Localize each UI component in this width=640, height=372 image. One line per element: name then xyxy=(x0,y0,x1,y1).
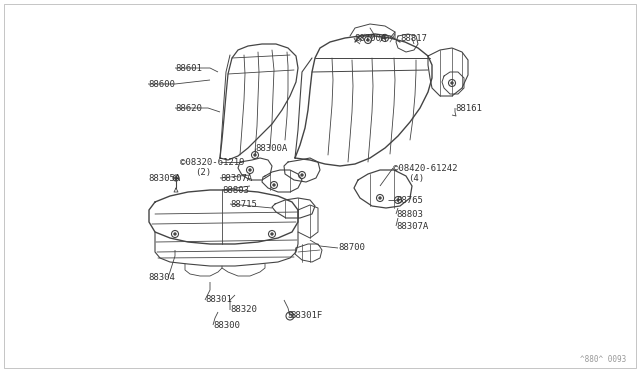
Circle shape xyxy=(301,174,303,176)
Circle shape xyxy=(451,82,453,84)
Text: 88817: 88817 xyxy=(400,33,427,42)
Circle shape xyxy=(379,197,381,199)
Text: 88803: 88803 xyxy=(396,209,423,218)
Text: 88320: 88320 xyxy=(230,305,257,314)
Circle shape xyxy=(397,199,399,201)
Text: 88305A: 88305A xyxy=(148,173,180,183)
Text: 88301F: 88301F xyxy=(290,311,323,321)
Text: (2): (2) xyxy=(195,167,211,176)
Circle shape xyxy=(384,37,386,39)
Text: 88300: 88300 xyxy=(213,321,240,330)
Text: S: S xyxy=(287,311,292,321)
Circle shape xyxy=(271,233,273,235)
Circle shape xyxy=(174,233,176,235)
Text: (4): (4) xyxy=(408,173,424,183)
Text: 88301: 88301 xyxy=(205,295,232,305)
Text: 88300A: 88300A xyxy=(255,144,287,153)
Text: 88620: 88620 xyxy=(175,103,202,112)
Text: 88307A: 88307A xyxy=(396,221,428,231)
Circle shape xyxy=(254,154,256,156)
Circle shape xyxy=(273,184,275,186)
Text: 88307A: 88307A xyxy=(220,173,252,183)
Text: 88161: 88161 xyxy=(455,103,482,112)
Text: 88700: 88700 xyxy=(338,244,365,253)
Text: 88601: 88601 xyxy=(175,64,202,73)
Text: 88700A: 88700A xyxy=(354,33,387,42)
Text: 88600: 88600 xyxy=(148,80,175,89)
Text: ^880^ 0093: ^880^ 0093 xyxy=(580,355,627,364)
Text: 88304: 88304 xyxy=(148,273,175,282)
Text: ©08420-61242: ©08420-61242 xyxy=(393,164,458,173)
Text: 88715: 88715 xyxy=(230,199,257,208)
Text: 88803: 88803 xyxy=(222,186,249,195)
Circle shape xyxy=(175,177,177,179)
Circle shape xyxy=(367,39,369,41)
Text: 88765: 88765 xyxy=(396,196,423,205)
Circle shape xyxy=(249,169,251,171)
Text: ©08320-61219: ©08320-61219 xyxy=(180,157,244,167)
